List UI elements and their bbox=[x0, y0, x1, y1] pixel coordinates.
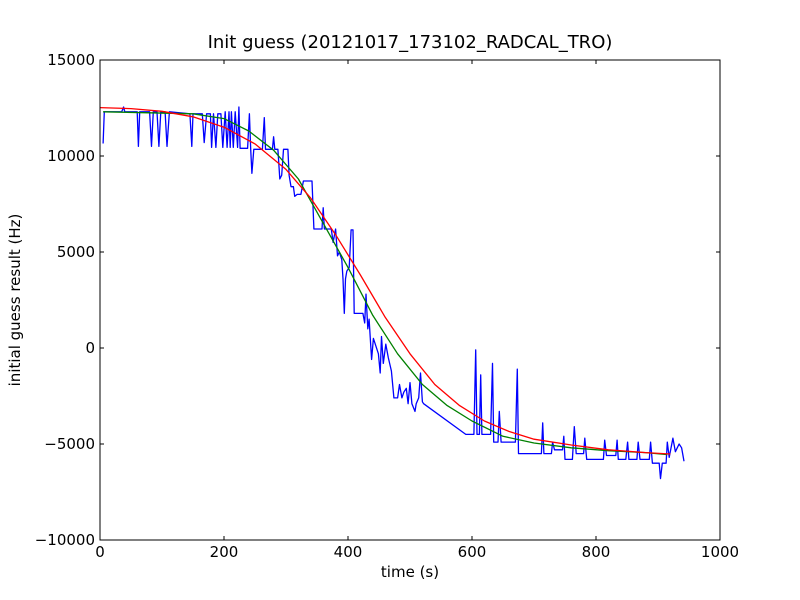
x-tick-label: 800 bbox=[582, 543, 611, 561]
smoothed-line bbox=[103, 111, 668, 456]
y-axis-label: initial guess result (Hz) bbox=[6, 214, 24, 387]
series-layer bbox=[100, 106, 685, 480]
x-tick-label: 600 bbox=[458, 543, 487, 561]
y-tick-label: 10000 bbox=[47, 147, 95, 165]
y-tick-label: −5000 bbox=[44, 435, 95, 453]
plot-frame bbox=[99, 59, 721, 541]
raw-data-line bbox=[102, 106, 685, 480]
x-tick-label: 200 bbox=[210, 543, 239, 561]
x-axis-label: time (s) bbox=[381, 563, 439, 581]
tick-layer: 0 200 400 600 800 1000 −10000 −5000 0 5000 10000 15… bbox=[35, 51, 739, 561]
y-tick-label: 15000 bbox=[47, 51, 95, 69]
fit-line bbox=[100, 106, 671, 455]
chart-title: Init guess (20121017_173102_RADCAL_TRO) bbox=[208, 32, 613, 53]
y-tick-label: 5000 bbox=[57, 243, 95, 261]
x-tick-label: 400 bbox=[334, 543, 363, 561]
y-tick-label: 0 bbox=[85, 339, 95, 357]
x-tick-label: 0 bbox=[95, 543, 105, 561]
x-tick-label: 1000 bbox=[701, 543, 739, 561]
y-tick-label: −10000 bbox=[35, 531, 95, 549]
